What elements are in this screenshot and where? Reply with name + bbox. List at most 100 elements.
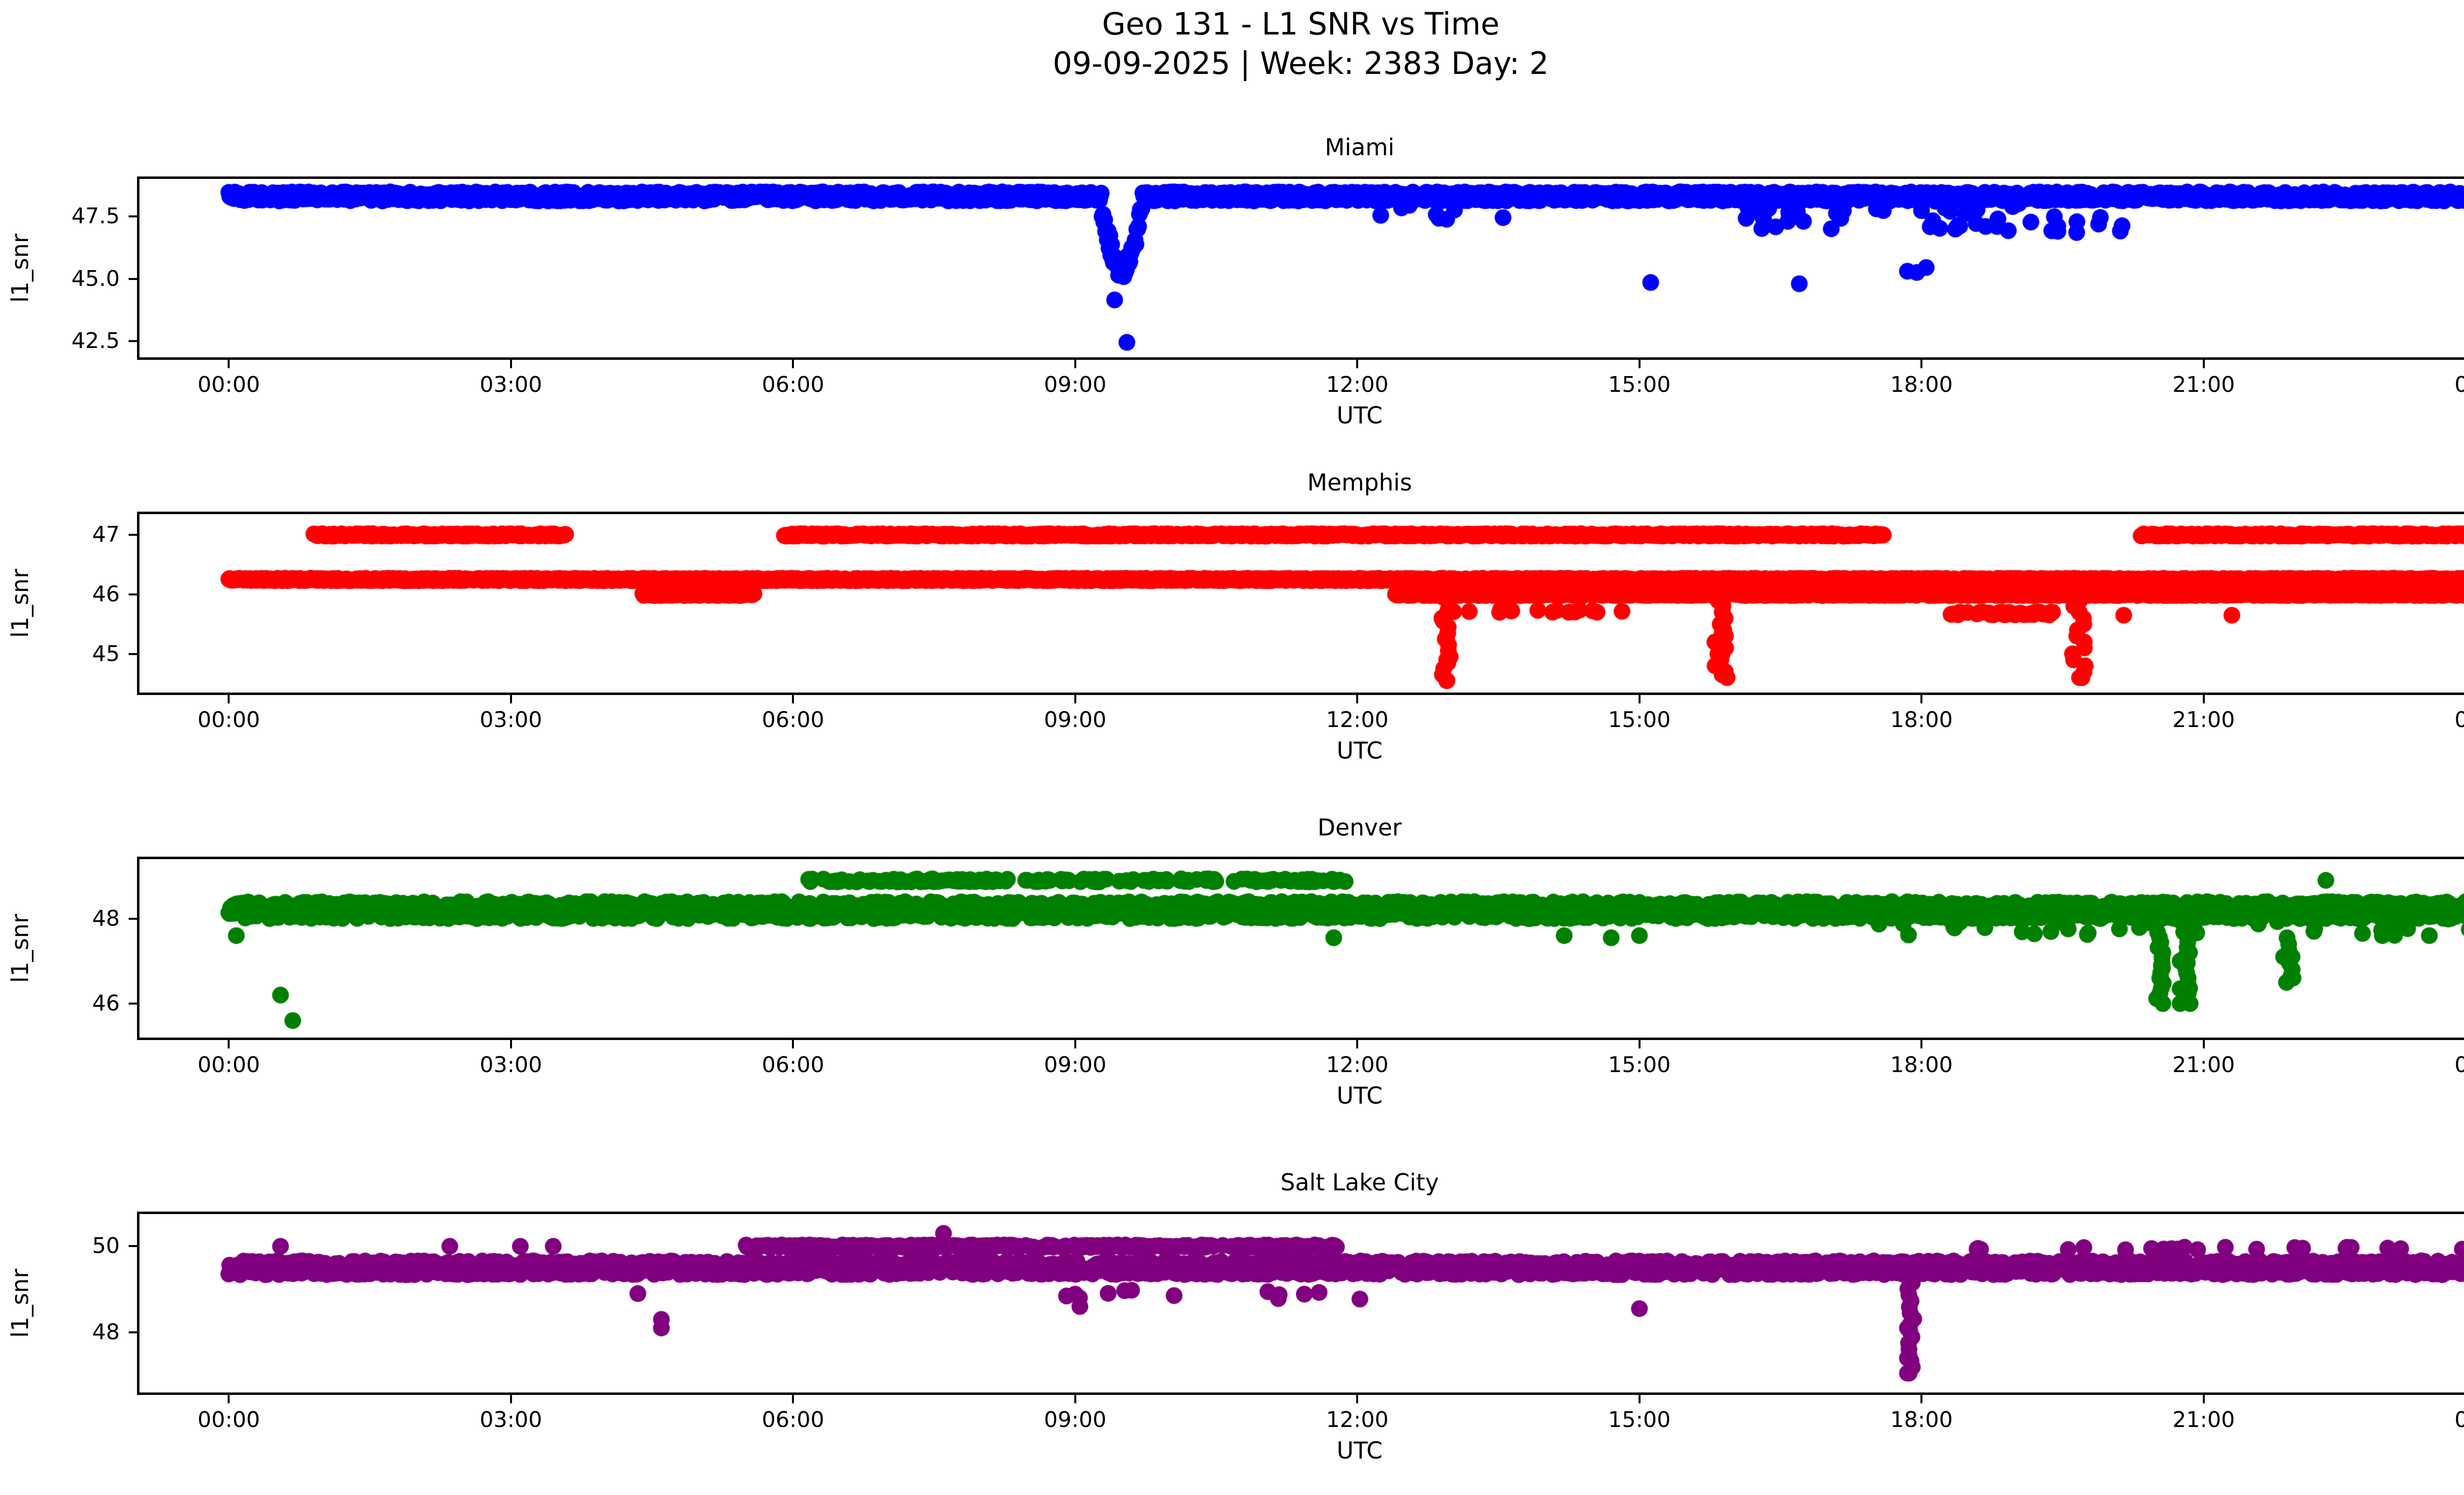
x-tick-label-memphis-3: 09:00: [1044, 707, 1107, 732]
x-tick-label-memphis-5: 15:00: [1608, 707, 1671, 732]
y-tick-label-miami-2: 42.5: [71, 328, 120, 354]
x-tick-label-denver-5: 15:00: [1608, 1052, 1671, 1078]
x-tick-label-miami-7: 21:00: [2172, 372, 2235, 397]
x-tick-label-salt-lake-city-5: 15:00: [1608, 1407, 1671, 1432]
y-tick-mark-miami-2: [129, 340, 137, 343]
x-tick-label-memphis-4: 12:00: [1326, 707, 1389, 732]
x-axis-label-salt-lake-city: UTC: [1336, 1437, 1383, 1464]
x-tick-mark-salt-lake-city-6: [1920, 1395, 1923, 1403]
x-tick-mark-salt-lake-city-1: [510, 1395, 512, 1403]
x-tick-mark-memphis-4: [1356, 695, 1359, 703]
axes-title-miami: Miami: [1325, 134, 1395, 161]
x-tick-mark-salt-lake-city-7: [2202, 1395, 2205, 1403]
x-tick-mark-memphis-6: [1920, 695, 1923, 703]
y-tick-mark-salt-lake-city-1: [129, 1331, 137, 1333]
y-tick-mark-memphis-0: [129, 534, 137, 536]
plot-area-salt-lake-city[interactable]: [137, 1212, 2464, 1395]
y-tick-label-denver-0: 48: [92, 905, 120, 931]
plot-area-memphis[interactable]: [137, 512, 2464, 695]
x-tick-mark-denver-2: [792, 1040, 794, 1048]
x-tick-mark-miami-0: [228, 360, 230, 368]
x-tick-mark-salt-lake-city-3: [1074, 1395, 1076, 1403]
x-tick-label-salt-lake-city-6: 18:00: [1890, 1407, 1953, 1432]
x-tick-mark-miami-7: [2202, 360, 2205, 368]
x-tick-label-salt-lake-city-7: 21:00: [2172, 1407, 2235, 1432]
x-tick-mark-denver-7: [2202, 1040, 2205, 1048]
y-tick-label-salt-lake-city-0: 50: [92, 1233, 120, 1259]
x-axis-label-denver: UTC: [1336, 1082, 1383, 1110]
x-tick-label-miami-5: 15:00: [1608, 372, 1671, 397]
x-tick-mark-miami-2: [792, 360, 794, 368]
x-tick-mark-salt-lake-city-0: [228, 1395, 230, 1403]
x-tick-label-denver-7: 21:00: [2172, 1052, 2235, 1078]
x-tick-mark-miami-5: [1638, 360, 1641, 368]
x-tick-mark-denver-4: [1356, 1040, 1359, 1048]
x-tick-label-salt-lake-city-3: 09:00: [1044, 1407, 1107, 1432]
x-tick-label-salt-lake-city-4: 12:00: [1326, 1407, 1389, 1432]
x-tick-label-miami-6: 18:00: [1890, 372, 1953, 397]
x-tick-label-denver-3: 09:00: [1044, 1052, 1107, 1078]
x-tick-label-salt-lake-city-0: 00:00: [197, 1407, 260, 1432]
x-tick-label-miami-8: 00:00: [2454, 372, 2464, 397]
y-tick-mark-miami-1: [129, 278, 137, 280]
x-tick-mark-memphis-5: [1638, 695, 1641, 703]
x-tick-label-salt-lake-city-8: 00:00: [2454, 1407, 2464, 1432]
figure-suptitle-line-1: Geo 131 - L1 SNR vs Time: [1102, 6, 1500, 42]
x-tick-label-miami-0: 00:00: [197, 372, 260, 397]
x-tick-mark-miami-1: [510, 360, 512, 368]
x-tick-mark-denver-0: [228, 1040, 230, 1048]
x-tick-mark-salt-lake-city-2: [792, 1395, 794, 1403]
y-tick-label-salt-lake-city-1: 48: [92, 1319, 120, 1345]
x-tick-mark-denver-3: [1074, 1040, 1076, 1048]
y-tick-label-miami-1: 45.0: [71, 266, 120, 291]
x-tick-label-denver-1: 03:00: [479, 1052, 543, 1078]
axes-title-denver: Denver: [1317, 814, 1402, 841]
scatter-canvas-denver: [139, 859, 2464, 1038]
x-tick-mark-memphis-0: [228, 695, 230, 703]
x-tick-label-denver-0: 00:00: [197, 1052, 260, 1078]
scatter-canvas-miami: [139, 179, 2464, 357]
y-tick-mark-denver-1: [129, 1003, 137, 1005]
x-tick-label-salt-lake-city-1: 03:00: [479, 1407, 543, 1432]
axes-title-memphis: Memphis: [1307, 469, 1412, 496]
x-tick-label-memphis-1: 03:00: [479, 707, 543, 732]
x-tick-mark-miami-6: [1920, 360, 1923, 368]
x-tick-label-miami-2: 06:00: [761, 372, 824, 397]
x-tick-mark-memphis-7: [2202, 695, 2205, 703]
y-tick-mark-miami-0: [129, 215, 137, 217]
y-tick-label-memphis-0: 47: [92, 522, 120, 548]
y-tick-label-memphis-1: 46: [92, 581, 120, 607]
y-tick-mark-memphis-1: [129, 593, 137, 595]
x-tick-mark-memphis-2: [792, 695, 794, 703]
plot-area-miami[interactable]: [137, 176, 2464, 360]
y-tick-mark-memphis-2: [129, 653, 137, 655]
x-tick-label-denver-8: 00:00: [2454, 1052, 2464, 1078]
x-tick-label-memphis-7: 21:00: [2172, 707, 2235, 732]
x-tick-label-denver-6: 18:00: [1890, 1052, 1953, 1078]
y-tick-mark-denver-0: [129, 917, 137, 920]
x-tick-label-denver-2: 06:00: [761, 1052, 824, 1078]
plot-area-denver[interactable]: [137, 857, 2464, 1040]
x-tick-label-salt-lake-city-2: 06:00: [761, 1407, 824, 1432]
x-tick-label-memphis-6: 18:00: [1890, 707, 1953, 732]
x-tick-label-miami-4: 12:00: [1326, 372, 1389, 397]
x-tick-mark-salt-lake-city-4: [1356, 1395, 1359, 1403]
y-tick-mark-salt-lake-city-0: [129, 1245, 137, 1248]
x-tick-label-memphis-2: 06:00: [761, 707, 824, 732]
y-tick-label-miami-0: 47.5: [71, 203, 120, 229]
x-tick-label-memphis-8: 00:00: [2454, 707, 2464, 732]
x-axis-label-memphis: UTC: [1336, 737, 1383, 765]
scatter-canvas-salt-lake-city: [139, 1214, 2464, 1392]
x-tick-mark-miami-3: [1074, 360, 1076, 368]
x-tick-mark-denver-5: [1638, 1040, 1641, 1048]
figure-suptitle-line-2: 09-09-2025 | Week: 2383 Day: 2: [1053, 45, 1549, 81]
y-tick-label-denver-1: 46: [92, 991, 120, 1016]
x-tick-label-memphis-0: 00:00: [197, 707, 260, 732]
x-axis-label-miami: UTC: [1336, 402, 1383, 429]
y-tick-label-memphis-2: 45: [92, 641, 120, 666]
x-tick-label-miami-3: 09:00: [1044, 372, 1107, 397]
x-tick-mark-memphis-3: [1074, 695, 1076, 703]
x-tick-label-denver-4: 12:00: [1326, 1052, 1389, 1078]
x-tick-label-miami-1: 03:00: [479, 372, 543, 397]
